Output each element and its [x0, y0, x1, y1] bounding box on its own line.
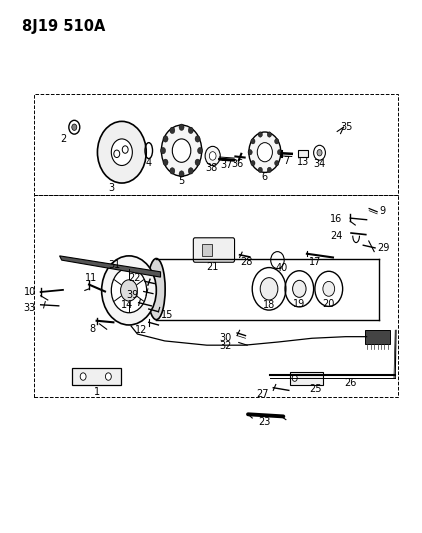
Text: 11: 11	[85, 273, 97, 282]
Text: 8: 8	[89, 324, 95, 334]
Bar	[365, 330, 390, 344]
Text: 10: 10	[24, 287, 36, 297]
Circle shape	[195, 136, 200, 142]
Circle shape	[267, 167, 271, 173]
Circle shape	[257, 143, 273, 162]
Text: 18: 18	[263, 300, 275, 310]
Bar	[298, 150, 308, 157]
Circle shape	[251, 139, 255, 144]
Text: 15: 15	[160, 310, 173, 320]
Text: 35: 35	[341, 122, 353, 132]
Text: 29: 29	[377, 244, 390, 253]
Text: 30: 30	[219, 333, 231, 343]
Circle shape	[111, 139, 133, 165]
Circle shape	[163, 159, 168, 165]
Text: 14: 14	[122, 300, 134, 310]
Circle shape	[72, 124, 77, 131]
Circle shape	[170, 168, 175, 174]
Circle shape	[188, 127, 193, 134]
Circle shape	[251, 160, 255, 166]
Circle shape	[80, 373, 86, 380]
Circle shape	[179, 124, 184, 131]
Circle shape	[160, 148, 165, 154]
Text: 1: 1	[94, 387, 100, 398]
Text: 23: 23	[259, 417, 271, 427]
Circle shape	[277, 150, 281, 155]
Text: 9: 9	[379, 206, 385, 216]
Text: 17: 17	[309, 257, 322, 267]
Text: 34: 34	[314, 159, 326, 169]
Text: 20: 20	[322, 298, 335, 309]
Text: 21: 21	[206, 262, 219, 271]
Circle shape	[323, 281, 335, 296]
Ellipse shape	[147, 259, 165, 320]
Circle shape	[106, 373, 111, 380]
Circle shape	[292, 375, 297, 381]
Text: 37: 37	[220, 160, 233, 171]
Circle shape	[163, 136, 168, 142]
Circle shape	[102, 256, 156, 325]
Text: 5: 5	[179, 176, 185, 187]
Circle shape	[292, 280, 306, 297]
Circle shape	[258, 167, 262, 173]
Text: 6: 6	[261, 172, 267, 182]
Text: 3: 3	[108, 183, 114, 193]
Circle shape	[275, 139, 279, 144]
Text: 19: 19	[293, 298, 306, 309]
Circle shape	[258, 132, 262, 137]
Text: 8J19 510A: 8J19 510A	[22, 19, 105, 34]
Circle shape	[114, 150, 120, 158]
Text: 24: 24	[330, 231, 342, 241]
Text: 13: 13	[297, 157, 309, 167]
Text: 36: 36	[232, 159, 244, 169]
Text: 32: 32	[220, 341, 232, 351]
Polygon shape	[60, 256, 160, 277]
Text: 39: 39	[127, 289, 139, 300]
Circle shape	[97, 122, 146, 183]
Circle shape	[275, 160, 279, 166]
Text: 16: 16	[330, 214, 342, 224]
Circle shape	[111, 268, 147, 313]
Circle shape	[260, 278, 278, 300]
Text: 22: 22	[128, 273, 141, 283]
Bar	[202, 244, 212, 256]
Bar	[72, 368, 121, 385]
Circle shape	[122, 146, 128, 154]
Text: 25: 25	[309, 384, 322, 394]
Text: 40: 40	[276, 263, 288, 273]
Circle shape	[197, 148, 203, 154]
Circle shape	[209, 152, 216, 160]
Text: 38: 38	[205, 163, 217, 173]
Circle shape	[179, 171, 184, 177]
Text: 27: 27	[257, 389, 269, 399]
Circle shape	[248, 150, 252, 155]
Circle shape	[249, 132, 281, 172]
Text: 28: 28	[241, 257, 253, 267]
FancyBboxPatch shape	[193, 238, 235, 262]
Text: 26: 26	[344, 378, 357, 389]
Text: 4: 4	[146, 158, 152, 168]
Bar	[290, 372, 323, 384]
Circle shape	[205, 147, 220, 165]
Circle shape	[267, 132, 271, 137]
Circle shape	[161, 125, 202, 176]
Circle shape	[170, 127, 175, 134]
Text: 12: 12	[135, 325, 147, 335]
Circle shape	[195, 159, 200, 165]
Circle shape	[172, 139, 191, 163]
Text: 33: 33	[24, 303, 36, 313]
Text: 7: 7	[283, 156, 289, 166]
Circle shape	[317, 150, 322, 156]
Circle shape	[121, 280, 138, 301]
Circle shape	[188, 168, 193, 174]
Text: 31: 31	[108, 260, 120, 270]
Text: 2: 2	[61, 134, 67, 144]
